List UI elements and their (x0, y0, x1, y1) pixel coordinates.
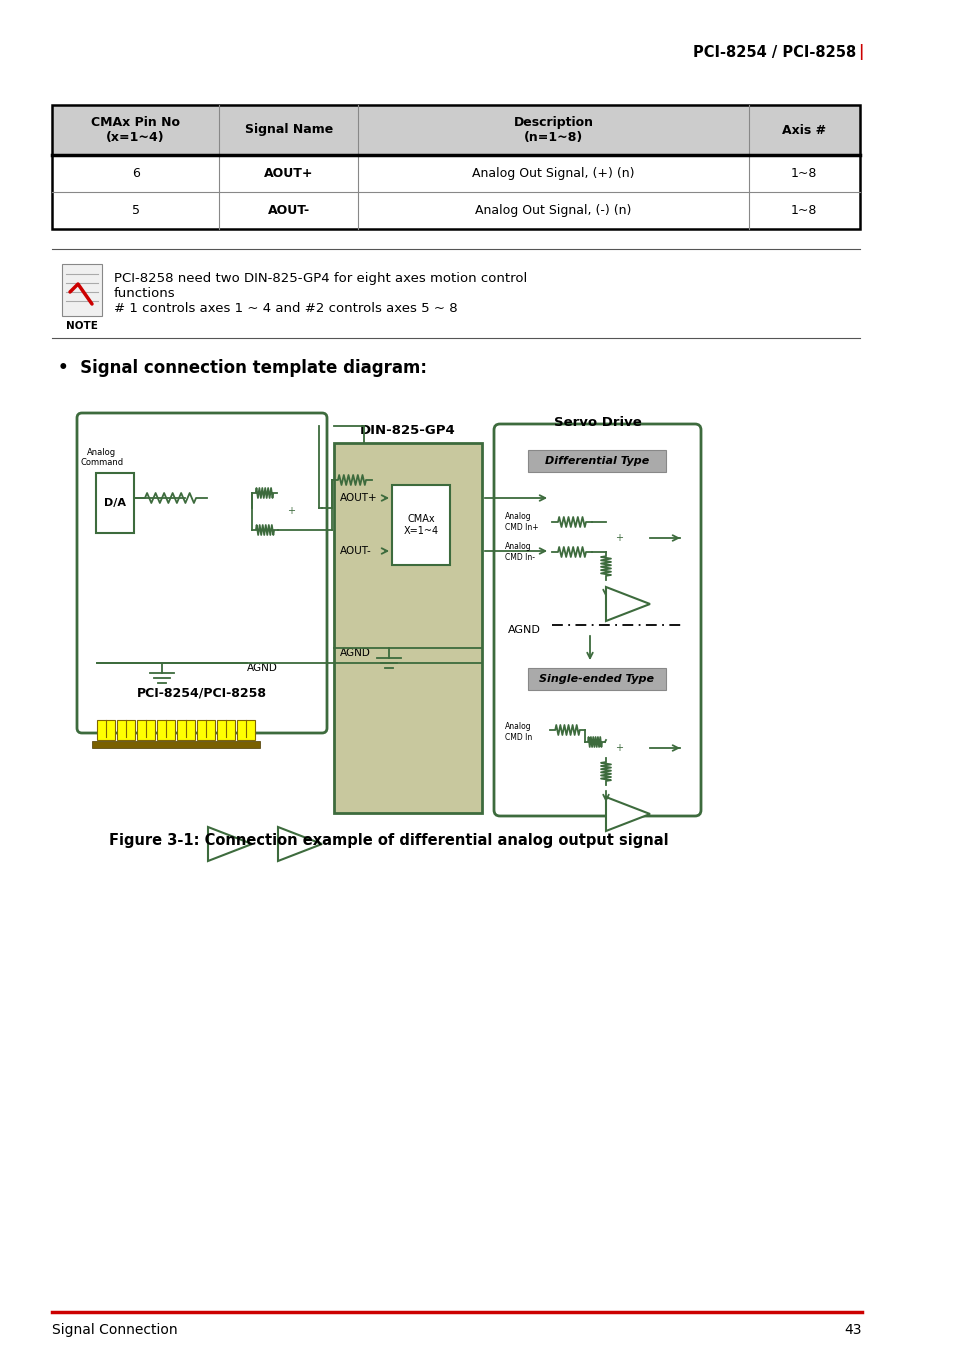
Bar (52, 105, 859, 155)
Text: 1~8: 1~8 (790, 168, 817, 180)
FancyBboxPatch shape (494, 425, 700, 817)
Text: CMAx Pin No
(x=1~4): CMAx Pin No (x=1~4) (91, 116, 180, 145)
Bar (91, 741, 260, 748)
Bar (52, 155, 859, 192)
Text: PCI-8254/PCI-8258: PCI-8254/PCI-8258 (137, 687, 267, 699)
Text: AGND: AGND (507, 625, 540, 635)
Polygon shape (605, 796, 649, 831)
Text: |: | (857, 45, 862, 59)
Bar (196, 721, 214, 740)
Text: Analog Out Signal, (-) (n): Analog Out Signal, (-) (n) (475, 204, 631, 218)
Text: Analog
CMD In: Analog CMD In (504, 722, 532, 742)
Bar (392, 485, 450, 565)
Text: AOUT+: AOUT+ (264, 168, 314, 180)
Text: AGND: AGND (247, 662, 277, 673)
Text: Analog Out Signal, (+) (n): Analog Out Signal, (+) (n) (472, 168, 634, 180)
Text: 43: 43 (843, 1324, 862, 1337)
Bar (527, 668, 665, 690)
Text: Analog
CMD In+: Analog CMD In+ (504, 512, 538, 531)
Text: Signal Connection: Signal Connection (52, 1324, 177, 1337)
Polygon shape (208, 827, 252, 861)
Bar (117, 721, 135, 740)
Text: +: + (615, 744, 622, 753)
Text: AOUT-: AOUT- (339, 546, 372, 556)
Text: AGND: AGND (339, 648, 371, 658)
Bar (527, 450, 665, 472)
Bar (52, 192, 859, 228)
Text: Description
(n=1~8): Description (n=1~8) (513, 116, 593, 145)
Text: PCI-8258 need two DIN-825-GP4 for eight axes motion control
functions
# 1 contro: PCI-8258 need two DIN-825-GP4 for eight … (113, 272, 527, 315)
Text: Servo Drive: Servo Drive (553, 415, 640, 429)
Bar (52, 105, 859, 228)
Bar (216, 721, 234, 740)
Text: +: + (615, 533, 622, 544)
Text: 5: 5 (132, 204, 139, 218)
Text: NOTE: NOTE (66, 320, 98, 331)
Text: AOUT-: AOUT- (268, 204, 310, 218)
Text: Differential Type: Differential Type (544, 456, 648, 466)
Bar (62, 264, 102, 316)
Bar (236, 721, 254, 740)
Text: +: + (287, 506, 294, 516)
Text: Analog
Command: Analog Command (80, 448, 124, 468)
Bar (96, 473, 133, 533)
Text: Analog
CMD In-: Analog CMD In- (504, 542, 535, 561)
Bar (177, 721, 194, 740)
Text: AOUT+: AOUT+ (339, 493, 377, 503)
Text: Figure 3-1: Connection example of differential analog output signal: Figure 3-1: Connection example of differ… (109, 833, 668, 849)
Text: D/A: D/A (104, 498, 126, 508)
Polygon shape (605, 587, 649, 621)
Polygon shape (277, 827, 322, 861)
Bar (97, 721, 115, 740)
Text: CMAx
X=1~4: CMAx X=1~4 (403, 514, 438, 535)
Text: Axis #: Axis # (781, 123, 825, 137)
Bar (137, 721, 154, 740)
Text: PCI-8254 / PCI-8258: PCI-8254 / PCI-8258 (692, 45, 855, 59)
Text: Signal Name: Signal Name (245, 123, 333, 137)
FancyBboxPatch shape (77, 412, 327, 733)
Text: 6: 6 (132, 168, 139, 180)
Text: •  Signal connection template diagram:: • Signal connection template diagram: (58, 360, 427, 377)
Text: 1~8: 1~8 (790, 204, 817, 218)
Text: Single-ended Type: Single-ended Type (539, 675, 654, 684)
Bar (334, 443, 481, 813)
Bar (157, 721, 174, 740)
Text: DIN-825-GP4: DIN-825-GP4 (359, 423, 456, 437)
